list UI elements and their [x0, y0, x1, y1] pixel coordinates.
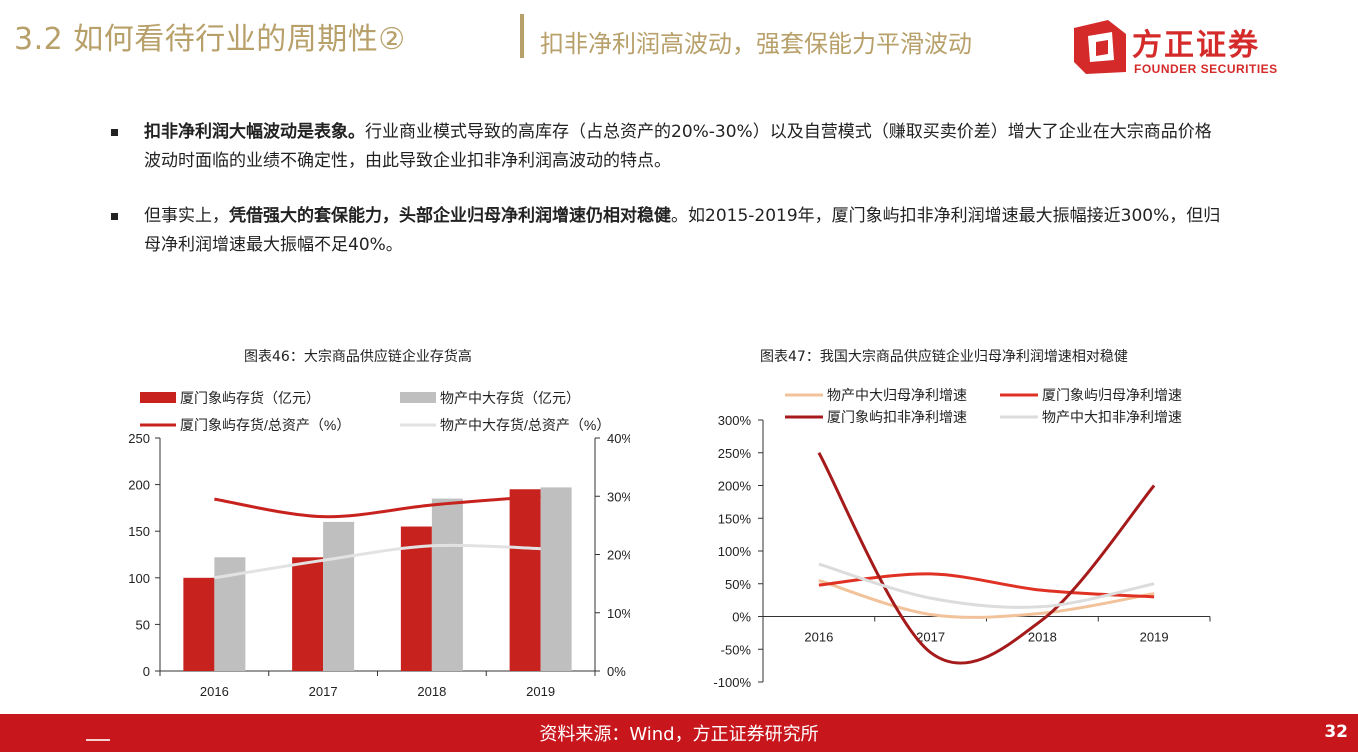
bullet-text: 行业商业模式导致的高库存（占总资产的20%-30%）以及自营模式（赚取买卖价差）…: [144, 122, 1212, 171]
series-line: [817, 452, 1156, 665]
legend-label: 厦门象屿存货/总资产（%）: [180, 417, 350, 433]
series-line: [818, 562, 1155, 609]
y2-tick-label: 20%: [607, 548, 630, 563]
y2-tick-label: 40%: [607, 431, 630, 446]
legend-label: 厦门象屿存货（亿元）: [180, 390, 320, 406]
y-tick-label: 200%: [718, 479, 752, 494]
legend-swatch: [400, 392, 436, 403]
x-tick-label: 2019: [526, 684, 555, 699]
bullet-list: 扣非净利润大幅波动是表象。行业商业模式导致的高库存（占总资产的20%-30%）以…: [108, 118, 1228, 286]
x-tick-label: 2018: [1028, 630, 1057, 645]
y-tick-label: -100%: [713, 675, 751, 690]
y-tick-label: 200: [128, 478, 150, 493]
logo-subtext: FOUNDER SECURITIES: [1134, 62, 1278, 76]
bullet-bold: 扣非净利润大幅波动是表象。: [144, 122, 365, 142]
chart2-title: 图表47：我国大宗商品供应链企业归母净利润增速相对稳健: [760, 349, 1128, 365]
page-title: 3.2 如何看待行业的周期性②: [14, 22, 406, 57]
brand-logo: 方正证券 FOUNDER SECURITIES: [1072, 18, 1304, 78]
page-header: 3.2 如何看待行业的周期性② 扣非净利润高波动，强套保能力平滑波动 方正证券 …: [0, 0, 1358, 82]
logo-text: 方正证券: [1132, 28, 1260, 63]
title-divider: [520, 14, 524, 58]
legend-label: 厦门象屿归母净利增速: [1042, 387, 1182, 403]
y-tick-label: 300%: [718, 413, 752, 428]
logo-mark-icon: [1074, 20, 1126, 74]
source-note: 资料来源：Wind，方正证券研究所: [539, 724, 819, 745]
y2-tick-label: 10%: [607, 606, 630, 621]
series-line: [818, 572, 1155, 599]
legend-swatch: [140, 392, 176, 403]
legend-label: 物产中大归母净利增速: [827, 387, 967, 403]
y-tick-label: 0: [143, 664, 150, 679]
y2-tick-label: 0%: [607, 664, 626, 679]
bar: [400, 526, 432, 671]
bullet-text: 。如2015-2019年，厦门象屿扣非净利润增速最大振幅接近300%，但归母净利…: [144, 206, 1221, 255]
bar: [183, 577, 215, 671]
legend-label: 物产中大存货（亿元）: [440, 390, 580, 406]
chart1-title: 图表46：大宗商品供应链企业存货高: [244, 349, 472, 365]
legend-label: 物产中大存货/总资产（%）: [440, 417, 610, 433]
bullet-item: 但事实上，凭借强大的套保能力，头部企业归母净利润增速仍相对稳健。如2015-20…: [108, 202, 1228, 260]
footer-mark: [86, 739, 110, 741]
series-line: [818, 579, 1155, 619]
bar: [323, 521, 355, 671]
bar: [431, 498, 463, 671]
bullet-prefix: 但事实上，: [144, 206, 229, 226]
y-tick-label: 150: [128, 524, 150, 539]
x-tick-label: 2018: [417, 684, 446, 699]
legend-label: 厦门象屿扣非净利增速: [827, 409, 967, 425]
bar: [540, 487, 572, 671]
y2-tick-label: 30%: [607, 489, 630, 504]
y-tick-label: 0%: [732, 610, 751, 625]
page-number: 32: [1324, 722, 1348, 742]
x-tick-label: 2017: [309, 684, 338, 699]
bullet-marker: [111, 213, 118, 220]
x-tick-label: 2016: [200, 684, 229, 699]
y-tick-label: 100%: [718, 544, 752, 559]
bullet-marker: [111, 129, 118, 136]
x-tick-label: 2016: [804, 630, 833, 645]
series-line: [214, 494, 541, 519]
legend-label: 物产中大扣非净利增速: [1042, 409, 1182, 425]
x-tick-label: 2017: [916, 630, 945, 645]
y-tick-label: 50: [136, 617, 150, 632]
bullet-bold: 凭借强大的套保能力，头部企业归母净利润增速仍相对稳健: [229, 206, 671, 226]
y-tick-label: 50%: [725, 577, 751, 592]
series-line: [214, 543, 541, 580]
page-subtitle: 扣非净利润高波动，强套保能力平滑波动: [540, 30, 972, 58]
bullet-item: 扣非净利润大幅波动是表象。行业商业模式导致的高库存（占总资产的20%-30%）以…: [108, 118, 1228, 176]
y-tick-label: 150%: [718, 511, 752, 526]
x-tick-label: 2019: [1140, 630, 1169, 645]
footer-bar: 资料来源：Wind，方正证券研究所 32: [0, 714, 1358, 752]
y-tick-label: -50%: [721, 642, 752, 657]
y-tick-label: 250%: [718, 446, 752, 461]
y-tick-label: 100: [128, 571, 150, 586]
y-tick-label: 250: [128, 431, 150, 446]
bar: [292, 557, 324, 671]
inventory-chart: 厦门象屿存货（亿元） 物产中大存货（亿元） 厦门象屿存货/总资产（%） 物产中大存货/…: [128, 390, 630, 699]
bar: [509, 489, 541, 671]
